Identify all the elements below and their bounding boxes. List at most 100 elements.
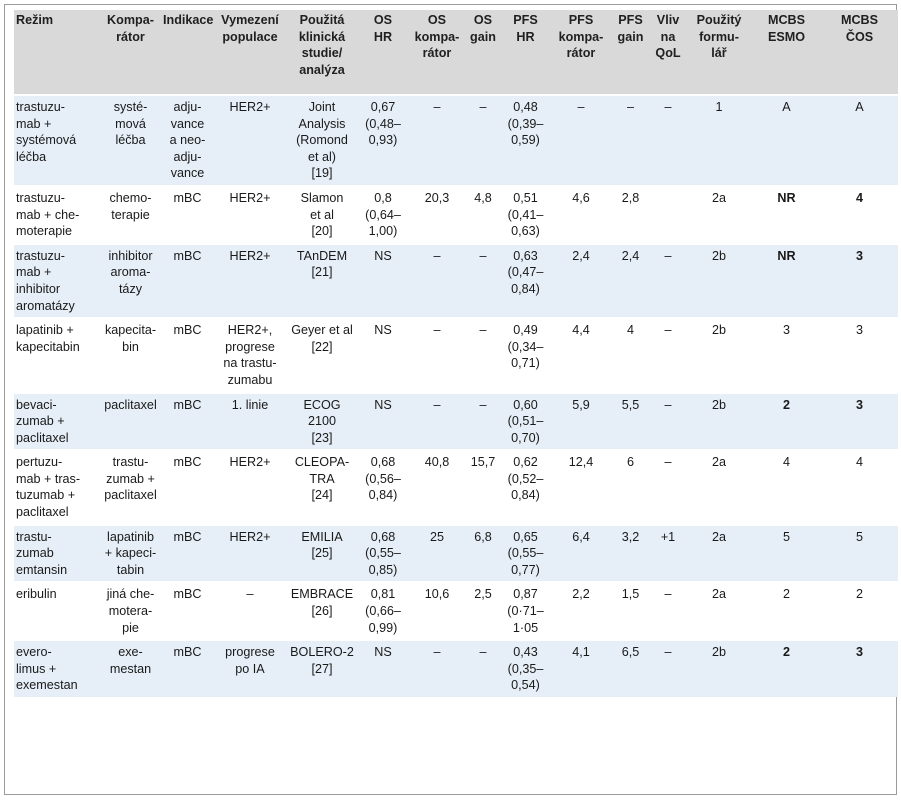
cell-formular: 1 [686, 94, 752, 186]
cell-text: mBC [173, 529, 202, 544]
cell-text: HER2+ [229, 100, 271, 114]
cell-text: HER2+ [229, 190, 271, 205]
cell-text: 0,8 (0,64– 1,00) [365, 190, 401, 239]
col-header-rezim: Režim [14, 10, 100, 95]
cell-text: 40,8 [424, 455, 450, 470]
table-frame: Režim Kompa- rátor Indikace Vymezení pop… [4, 4, 898, 795]
cell-text: 4 [855, 190, 863, 205]
cell-text: 2,5 [474, 587, 492, 602]
cell-text: 2b [711, 323, 726, 338]
cell-populace: HER2+ [214, 242, 286, 319]
col-header-mcbs-esmo: MCBS ESMO [752, 10, 821, 95]
col-header-studie: Použitá klinická studie/ analýza [286, 10, 358, 95]
cell-text: 2b [711, 397, 726, 412]
cell-text: lapatinib + kapecitabin [16, 323, 80, 354]
cell-os-gain: – [466, 242, 500, 319]
cell-populace: HER2+, progrese na trastu- zumabu [214, 317, 286, 393]
cell-text: 2 [782, 645, 790, 660]
cell-mcbs-cos: 4 [821, 449, 898, 525]
cell-pfs-gain: 2,4 [611, 242, 650, 319]
cell-text: 12,4 [568, 455, 594, 470]
cell-text: inhibitor aroma- tázy [108, 248, 153, 296]
cell-text: mBC [173, 190, 202, 205]
cell-vliv-qol: +1 [650, 523, 686, 583]
cell-komparator: chemo- terapie [100, 184, 161, 244]
cell-text: 2,4 [621, 248, 640, 263]
cell-text: NS [374, 248, 392, 263]
cell-text: jiná che- motera- pie [106, 587, 155, 635]
cell-text: – [664, 323, 672, 338]
cell-rezim: trastuzu- mab + systémová léčba [14, 94, 100, 186]
cell-text: 10,6 [424, 587, 450, 602]
cell-text: 6 [626, 455, 634, 470]
cell-pfs-gain: 4 [611, 317, 650, 393]
cell-os-komparator: 20,3 [408, 184, 466, 244]
cell-text: Joint Analysis (Romond et al) [19] [296, 100, 348, 181]
cell-pfs-komparator: 12,4 [551, 449, 611, 525]
cell-os-hr: 0,8 (0,64– 1,00) [358, 184, 408, 244]
cell-text: – [479, 645, 487, 660]
table-row: evero- limus + exemestan exe- mestan mBC pr… [14, 639, 898, 697]
cell-mcbs-cos: 3 [821, 391, 898, 451]
cell-text: 6,5 [621, 645, 640, 660]
cell-pfs-gain: – [611, 94, 650, 186]
cell-text: NR [777, 248, 796, 263]
table-row: trastuzu- mab + systémová léčba systé- mo… [14, 94, 898, 186]
cell-text: mBC [173, 645, 202, 660]
cell-text: lapatinib + kapeci- tabin [104, 529, 157, 577]
col-header-pfs-komparator: PFS kompa- rátor [551, 10, 611, 95]
cell-studie: Joint Analysis (Romond et al) [19] [286, 94, 358, 186]
cell-text: – [577, 100, 585, 114]
cell-rezim: evero- limus + exemestan [14, 639, 100, 697]
cell-text: 4 [855, 455, 863, 470]
cell-text: 2 [782, 397, 790, 412]
cell-os-hr: 0,68 (0,56– 0,84) [358, 449, 408, 525]
cell-text: CLEOPA- TRA [24] [294, 455, 350, 503]
cell-formular: 2b [686, 317, 752, 393]
cell-text: – [433, 323, 441, 338]
cell-os-hr: 0,68 (0,55– 0,85) [358, 523, 408, 583]
col-header-pfs-hr: PFS HR [500, 10, 551, 95]
cell-text: 5,9 [572, 397, 590, 412]
cell-komparator: exe- mestan [100, 639, 161, 697]
col-header-indikace: Indikace [161, 10, 214, 95]
cell-indikace: mBC [161, 242, 214, 319]
cell-rezim: pertuzu- mab + tras- tuzumab + paclitaxe… [14, 449, 100, 525]
cell-populace: – [214, 581, 286, 641]
cell-rezim: trastuzu- mab + che- moterapie [14, 184, 100, 244]
cell-populace: 1. linie [214, 391, 286, 451]
cell-rezim: bevaci- zumab + paclitaxel [14, 391, 100, 451]
cell-text: – [664, 645, 672, 660]
cell-pfs-hr: 0,60 (0,51– 0,70) [500, 391, 551, 451]
cell-text: 2b [711, 645, 726, 660]
table-row: trastu- zumab emtansin lapatinib + kapeci… [14, 523, 898, 583]
cell-rezim: eribulin [14, 581, 100, 641]
cell-os-komparator: 25 [408, 523, 466, 583]
cell-text: 5 [855, 529, 863, 544]
cell-pfs-hr: 0,49 (0,34– 0,71) [500, 317, 551, 393]
cell-mcbs-cos: 3 [821, 639, 898, 697]
cell-text: 1,5 [621, 587, 640, 602]
cell-text: – [664, 397, 672, 412]
cell-text: – [664, 587, 672, 602]
cell-text: +1 [660, 529, 676, 544]
cell-text: 0,51 (0,41– 0,63) [507, 190, 544, 239]
col-header-vliv-qol: Vliv na QoL [650, 10, 686, 95]
cell-indikace: mBC [161, 317, 214, 393]
cell-text: 3 [855, 323, 863, 338]
cell-text: 0,63 (0,47– 0,84) [507, 248, 544, 296]
cell-mcbs-esmo: NR [752, 242, 821, 319]
cell-formular: 2a [686, 523, 752, 583]
cell-text: adju- vance a neo- adju- vance [169, 100, 206, 181]
cell-text: 0,48 (0,39– 0,59) [507, 100, 544, 148]
cell-text: 2a [711, 455, 726, 470]
cell-text: progrese po IA [225, 645, 275, 676]
cell-populace: HER2+ [214, 523, 286, 583]
cell-studie: ECOG 2100 [23] [286, 391, 358, 451]
cell-os-gain: 4,8 [466, 184, 500, 244]
cell-mcbs-cos: 4 [821, 184, 898, 244]
cell-text: – [479, 397, 487, 412]
cell-text: 2b [711, 248, 726, 263]
cell-text: – [433, 248, 441, 263]
cell-komparator: trastu- zumab + paclitaxel [100, 449, 161, 525]
